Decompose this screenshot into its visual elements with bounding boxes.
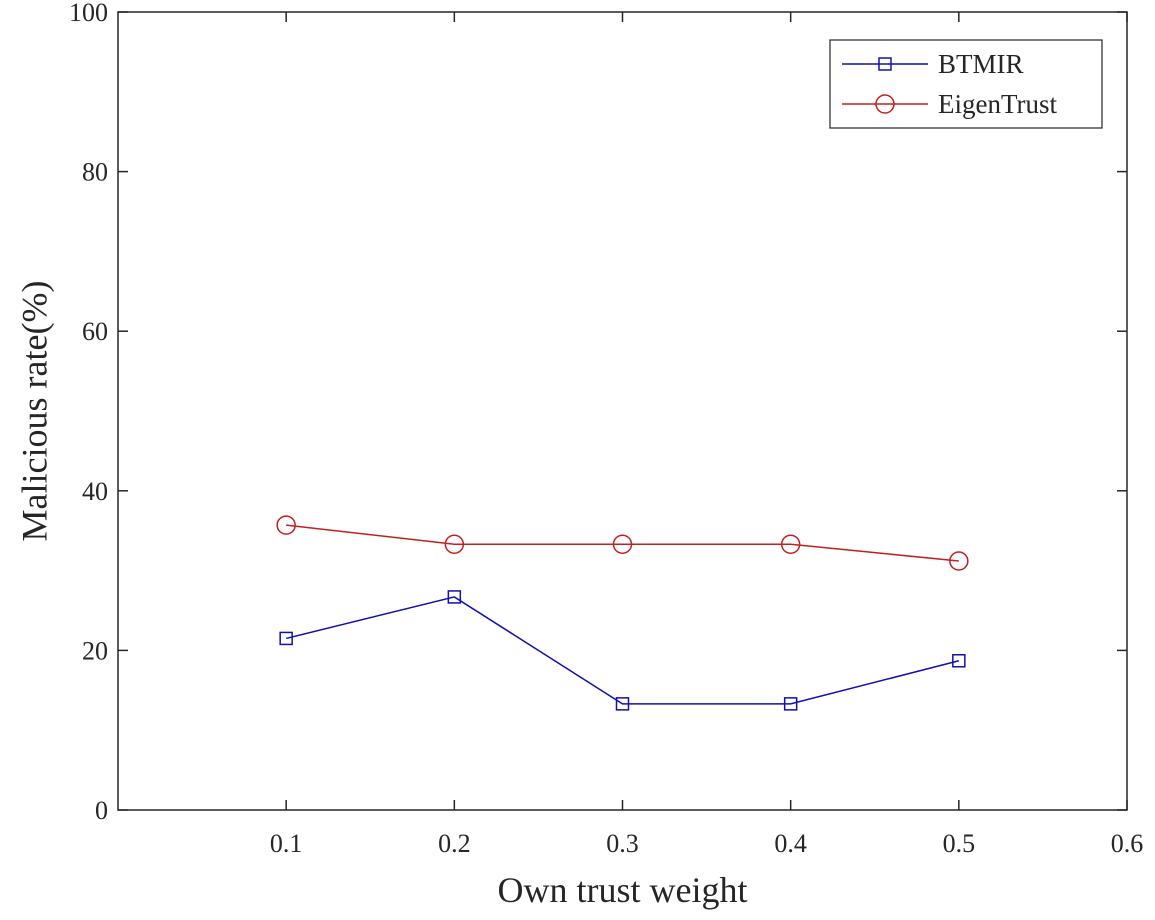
legend-entry-btmir: BTMIR bbox=[842, 49, 1024, 79]
series-eigentrust bbox=[276, 515, 969, 571]
y-tick-label: 100 bbox=[69, 0, 108, 27]
data-point-btmir bbox=[783, 697, 798, 711]
x-tick-label: 0.6 bbox=[1111, 829, 1144, 858]
data-point-eigentrust bbox=[780, 534, 801, 555]
legend-entry-eigentrust: EigenTrust bbox=[842, 89, 1058, 119]
x-tick-label: 0.3 bbox=[606, 829, 639, 858]
data-point-eigentrust bbox=[612, 534, 633, 555]
data-point-eigentrust bbox=[276, 515, 296, 535]
data-point-eigentrust bbox=[949, 551, 969, 571]
x-tick-label: 0.5 bbox=[943, 829, 976, 858]
y-tick-label: 80 bbox=[82, 158, 108, 187]
data-point-btmir bbox=[952, 654, 966, 668]
legend-marker-eigentrust bbox=[875, 94, 895, 114]
series-layer bbox=[276, 515, 969, 711]
legend: BTMIR EigenTrust bbox=[829, 39, 1103, 129]
series-line-btmir bbox=[285, 596, 960, 705]
x-tick-label: 0.4 bbox=[774, 829, 807, 858]
legend-label-eigentrust: EigenTrust bbox=[938, 89, 1058, 119]
y-tick-label: 0 bbox=[95, 796, 108, 825]
plot-area: 0.1 0.2 0.3 0.4 0.5 0.6 0 20 40 60 80 100 bbox=[69, 0, 1143, 858]
data-point-btmir bbox=[447, 590, 462, 604]
y-axis-ticks: 0 20 40 60 80 100 bbox=[69, 0, 1127, 825]
legend-box bbox=[829, 39, 1103, 129]
series-btmir bbox=[279, 590, 966, 711]
x-axis-ticks: 0.1 0.2 0.3 0.4 0.5 0.6 bbox=[270, 12, 1143, 858]
legend-label-btmir: BTMIR bbox=[938, 49, 1024, 79]
x-tick-label: 0.1 bbox=[270, 829, 303, 858]
axes-frame bbox=[117, 11, 1128, 811]
x-tick-label: 0.2 bbox=[438, 829, 471, 858]
series-line-eigentrust bbox=[286, 524, 959, 562]
y-axis-title: Malicious rate(%) bbox=[14, 281, 54, 542]
legend-entries: BTMIR EigenTrust bbox=[842, 49, 1058, 119]
data-point-eigentrust bbox=[444, 534, 465, 555]
data-point-btmir bbox=[279, 631, 293, 646]
y-tick-label: 60 bbox=[82, 317, 108, 346]
data-point-btmir bbox=[615, 697, 630, 711]
legend-marker-btmir bbox=[878, 57, 892, 71]
x-axis-title: Own trust weight bbox=[498, 870, 748, 910]
y-tick-label: 20 bbox=[82, 636, 108, 665]
y-tick-label: 40 bbox=[82, 477, 108, 506]
